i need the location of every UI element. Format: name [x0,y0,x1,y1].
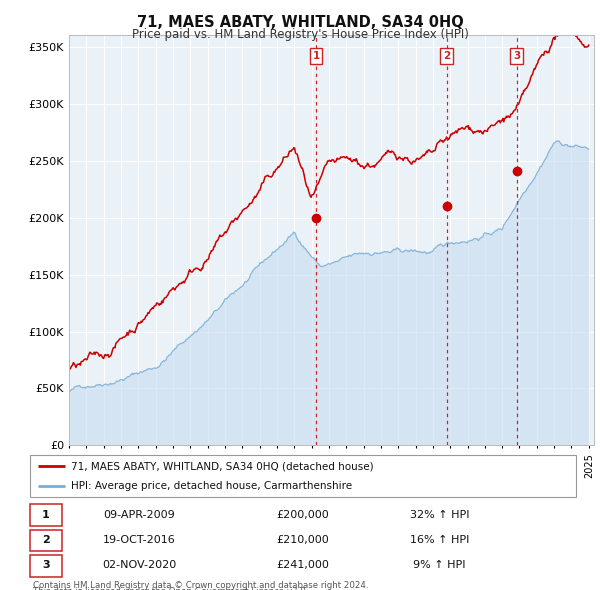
Text: 2: 2 [443,51,451,61]
Text: Contains HM Land Registry data © Crown copyright and database right 2024.: Contains HM Land Registry data © Crown c… [33,581,368,589]
Text: HPI: Average price, detached house, Carmarthenshire: HPI: Average price, detached house, Carm… [71,481,352,491]
Text: 1: 1 [42,510,50,520]
Text: 32% ↑ HPI: 32% ↑ HPI [410,510,469,520]
Bar [30,555,62,576]
Text: 02-NOV-2020: 02-NOV-2020 [102,560,176,571]
Text: £200,000: £200,000 [277,510,329,520]
Text: 9% ↑ HPI: 9% ↑ HPI [413,560,466,571]
Text: 1: 1 [313,51,320,61]
Text: Price paid vs. HM Land Registry's House Price Index (HPI): Price paid vs. HM Land Registry's House … [131,28,469,41]
Text: 3: 3 [513,51,520,61]
Text: 71, MAES ABATY, WHITLAND, SA34 0HQ (detached house): 71, MAES ABATY, WHITLAND, SA34 0HQ (deta… [71,461,374,471]
Text: 19-OCT-2016: 19-OCT-2016 [103,535,176,545]
Text: 71, MAES ABATY, WHITLAND, SA34 0HQ: 71, MAES ABATY, WHITLAND, SA34 0HQ [137,15,463,30]
Text: 3: 3 [42,560,50,571]
Text: 09-APR-2009: 09-APR-2009 [103,510,175,520]
Text: £241,000: £241,000 [277,560,329,571]
Text: This data is licensed under the Open Government Licence v3.0.: This data is licensed under the Open Gov… [33,587,308,590]
Bar [30,530,62,551]
Text: 2: 2 [42,535,50,545]
Text: 16% ↑ HPI: 16% ↑ HPI [410,535,469,545]
Bar [30,504,62,526]
Text: £210,000: £210,000 [277,535,329,545]
